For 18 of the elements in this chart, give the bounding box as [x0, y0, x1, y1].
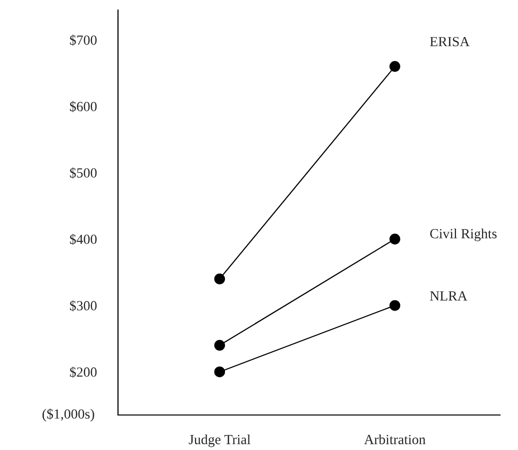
point — [389, 300, 400, 311]
text: NLRA — [430, 291, 468, 300]
y-tick-label: $700 — [70, 34, 97, 46]
x-tick-label: Judge Trial — [188, 434, 250, 448]
y-axis-title: ($1,000s) — [42, 408, 94, 422]
point — [214, 340, 226, 351]
point — [389, 61, 400, 72]
point — [214, 366, 226, 378]
y-tick-label: $200 — [70, 366, 97, 378]
y-tick-label: $300 — [70, 300, 97, 312]
y-tick-label: $600 — [70, 101, 97, 112]
point — [214, 274, 226, 284]
y-tick-label: $500 — [70, 167, 97, 179]
y-tick-label: $400 — [70, 234, 97, 245]
text: Civil Rights — [430, 228, 497, 242]
text: ERISA — [430, 36, 470, 46]
x-tick-label: Arbitration — [364, 434, 426, 444]
point — [389, 234, 400, 244]
